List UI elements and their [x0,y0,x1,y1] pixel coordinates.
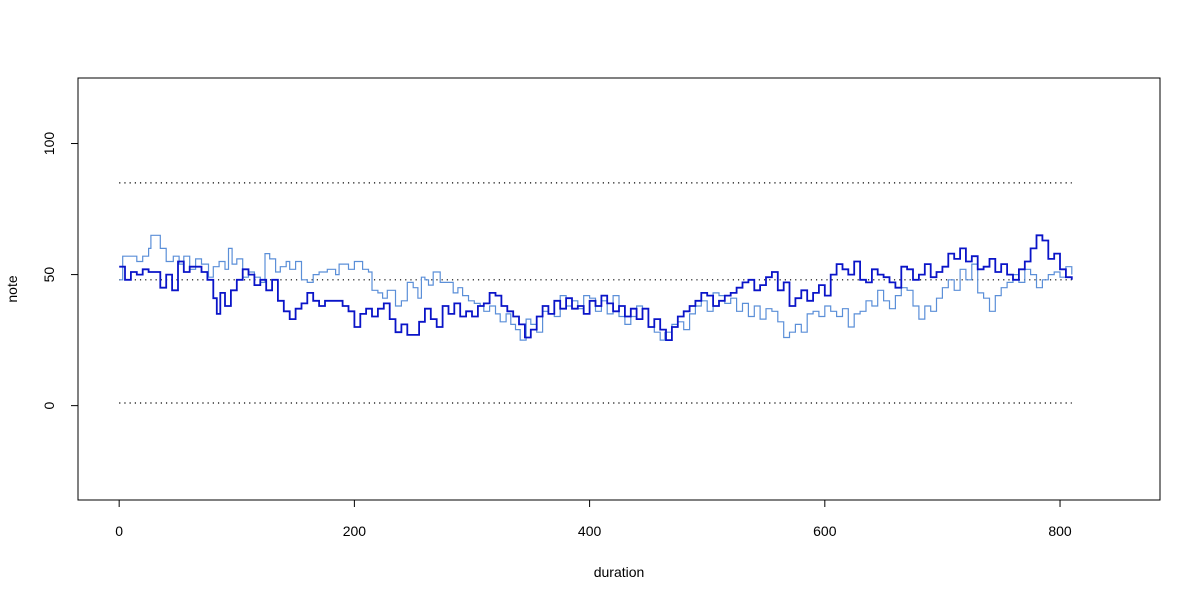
x-tick-label: 0 [115,523,123,539]
reference-lines [119,182,1072,404]
y-axis: 0 50 100 [41,132,79,410]
x-tick-label: 800 [1048,523,1072,539]
y-tick-label: 0 [41,402,57,410]
plot-frame [77,77,1161,501]
series-line-1 [119,234,1073,341]
x-tick-label: 600 [813,523,837,539]
series-layer [119,234,1073,341]
x-axis: 0 200 400 600 800 [115,499,1072,539]
x-tick-label: 200 [343,523,367,539]
y-tick-label: 100 [41,132,57,156]
series-line-2 [119,234,1073,341]
y-axis-label: note [4,275,20,302]
x-tick-label: 400 [578,523,602,539]
y-tick-label: 50 [41,267,57,283]
x-axis-label: duration [594,564,645,580]
